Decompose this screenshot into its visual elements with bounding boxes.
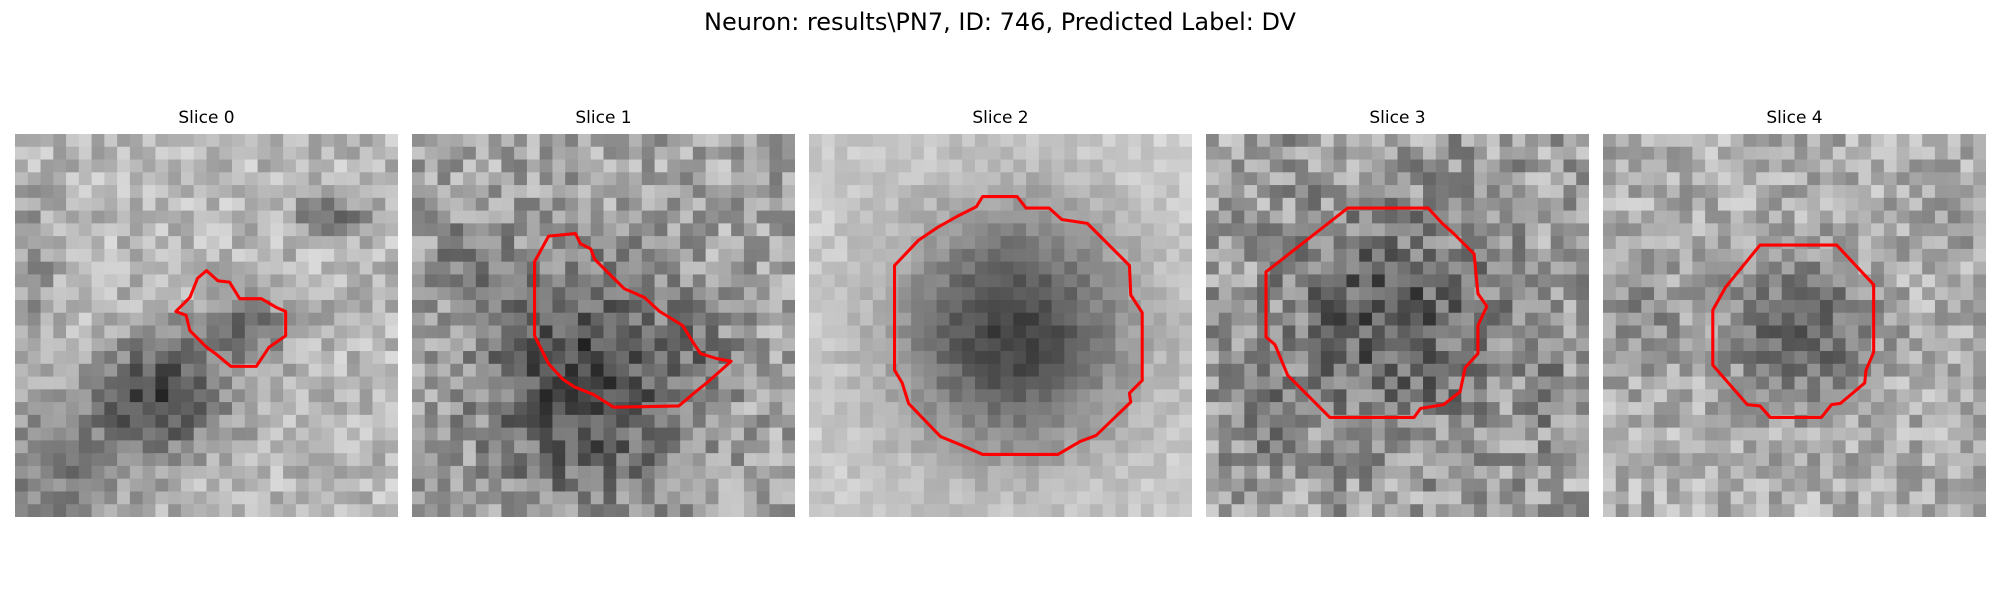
panel-slice-0: Slice 0 <box>15 108 398 518</box>
segmentation-contour <box>174 269 288 368</box>
slice-image <box>15 134 398 517</box>
pixel-grid <box>15 134 398 517</box>
panel-title: Slice 4 <box>1766 108 1823 128</box>
segmentation-contour <box>1711 243 1876 419</box>
slice-image <box>412 134 795 517</box>
figure-title: Neuron: results\PN7, ID: 746, Predicted … <box>704 8 1296 36</box>
panel-slice-4: Slice 4 <box>1603 108 1986 518</box>
pixel-grid <box>412 134 795 517</box>
panel-title: Slice 2 <box>972 108 1029 128</box>
pixel-grid <box>809 134 1192 517</box>
panel-title: Slice 0 <box>178 108 235 128</box>
segmentation-contour <box>893 195 1144 456</box>
pixel-grid <box>1603 134 1986 517</box>
panel-title: Slice 3 <box>1369 108 1426 128</box>
slice-image <box>1206 134 1589 517</box>
segmentation-contour <box>1264 206 1489 419</box>
pixel-grid <box>1206 134 1589 517</box>
panel-title: Slice 1 <box>575 108 632 128</box>
panel-slice-1: Slice 1 <box>412 108 795 518</box>
panel-slice-3: Slice 3 <box>1206 108 1589 518</box>
slice-image <box>809 134 1192 517</box>
segmentation-contour <box>533 232 733 409</box>
panel-slice-2: Slice 2 <box>809 108 1192 518</box>
slice-image <box>1603 134 1986 517</box>
